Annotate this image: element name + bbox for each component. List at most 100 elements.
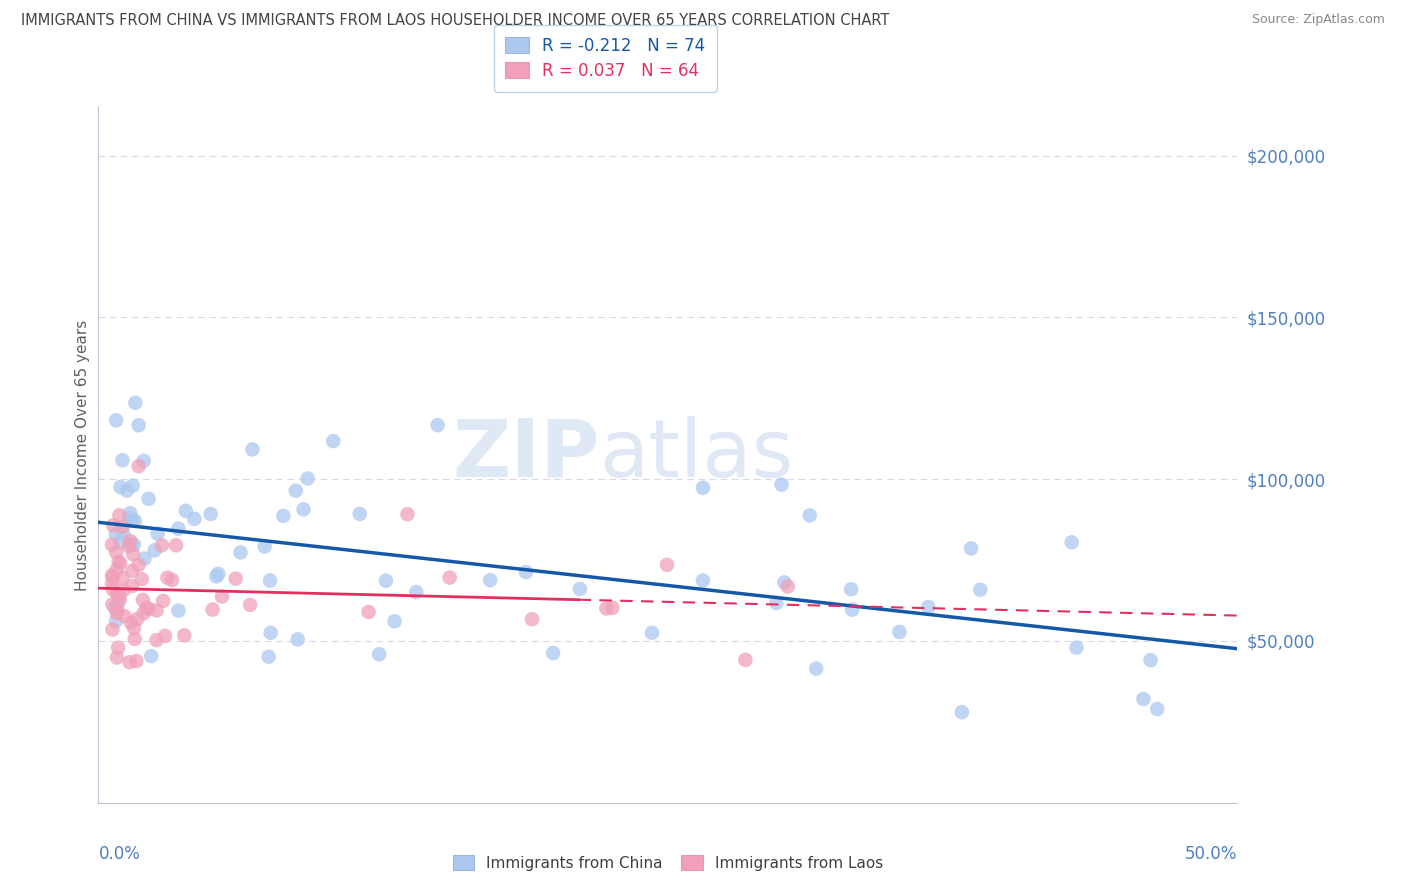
Point: [160, 573, 183, 587]
Point: [121, 564, 143, 578]
Point: [111, 571, 134, 585]
Point: [173, 628, 195, 642]
Point: [128, 418, 150, 433]
Point: [124, 632, 146, 646]
Point: [357, 605, 380, 619]
Point: [207, 566, 229, 581]
Point: [520, 612, 543, 626]
Point: [1132, 692, 1154, 706]
Point: [101, 568, 124, 582]
Point: [105, 562, 128, 576]
Point: [112, 583, 135, 598]
Point: [322, 434, 344, 448]
Point: [101, 582, 124, 597]
Point: [374, 574, 396, 588]
Point: [205, 569, 228, 583]
Point: [121, 579, 143, 593]
Point: [773, 575, 796, 590]
Point: [655, 558, 678, 572]
Point: [110, 535, 132, 549]
Point: [121, 514, 143, 528]
Y-axis label: Householder Income Over 65 years: Householder Income Over 65 years: [75, 319, 90, 591]
Point: [841, 602, 863, 616]
Point: [108, 592, 131, 607]
Point: [105, 614, 128, 628]
Point: [125, 654, 148, 668]
Point: [141, 649, 163, 664]
Point: [917, 600, 939, 615]
Point: [146, 526, 169, 541]
Point: [1139, 653, 1161, 667]
Point: [225, 572, 247, 586]
Point: [120, 538, 142, 552]
Point: [284, 483, 307, 498]
Text: Source: ZipAtlas.com: Source: ZipAtlas.com: [1251, 13, 1385, 27]
Point: [107, 555, 129, 569]
Point: [105, 606, 128, 620]
Point: [115, 483, 138, 498]
Point: [122, 537, 145, 551]
Point: [1066, 640, 1088, 655]
Point: [104, 527, 127, 541]
Text: atlas: atlas: [599, 416, 794, 494]
Text: 50.0%: 50.0%: [1185, 845, 1237, 863]
Point: [114, 609, 136, 624]
Point: [292, 502, 315, 516]
Point: [259, 574, 281, 588]
Point: [568, 582, 591, 596]
Point: [287, 632, 309, 647]
Point: [132, 454, 155, 468]
Point: [120, 534, 142, 549]
Point: [595, 601, 617, 615]
Point: [101, 598, 124, 612]
Point: [150, 538, 173, 552]
Point: [692, 574, 714, 588]
Text: ZIP: ZIP: [453, 416, 599, 494]
Point: [165, 538, 187, 552]
Point: [104, 600, 127, 615]
Point: [349, 507, 371, 521]
Point: [143, 543, 166, 558]
Point: [110, 480, 132, 494]
Point: [122, 547, 145, 561]
Point: [167, 604, 190, 618]
Point: [273, 508, 295, 523]
Point: [107, 597, 129, 611]
Point: [122, 621, 145, 635]
Point: [515, 565, 537, 579]
Point: [108, 556, 131, 570]
Point: [105, 650, 128, 665]
Point: [118, 655, 141, 669]
Point: [200, 507, 222, 521]
Point: [108, 508, 131, 523]
Point: [152, 594, 174, 608]
Point: [111, 453, 134, 467]
Point: [439, 571, 461, 585]
Point: [257, 649, 280, 664]
Point: [108, 588, 131, 602]
Point: [118, 511, 141, 525]
Point: [103, 518, 125, 533]
Point: [950, 705, 973, 719]
Point: [111, 520, 134, 534]
Point: [120, 506, 142, 520]
Point: [138, 602, 160, 616]
Point: [776, 579, 799, 593]
Point: [960, 541, 983, 556]
Point: [641, 625, 664, 640]
Point: [229, 545, 252, 559]
Point: [128, 558, 150, 572]
Point: [128, 459, 150, 474]
Point: [368, 648, 391, 662]
Point: [426, 418, 449, 433]
Point: [183, 512, 205, 526]
Point: [1060, 535, 1083, 549]
Point: [105, 587, 128, 601]
Point: [770, 477, 793, 491]
Point: [396, 507, 419, 521]
Point: [112, 526, 135, 541]
Point: [479, 573, 502, 587]
Point: [1146, 702, 1168, 716]
Point: [969, 582, 991, 597]
Point: [889, 624, 911, 639]
